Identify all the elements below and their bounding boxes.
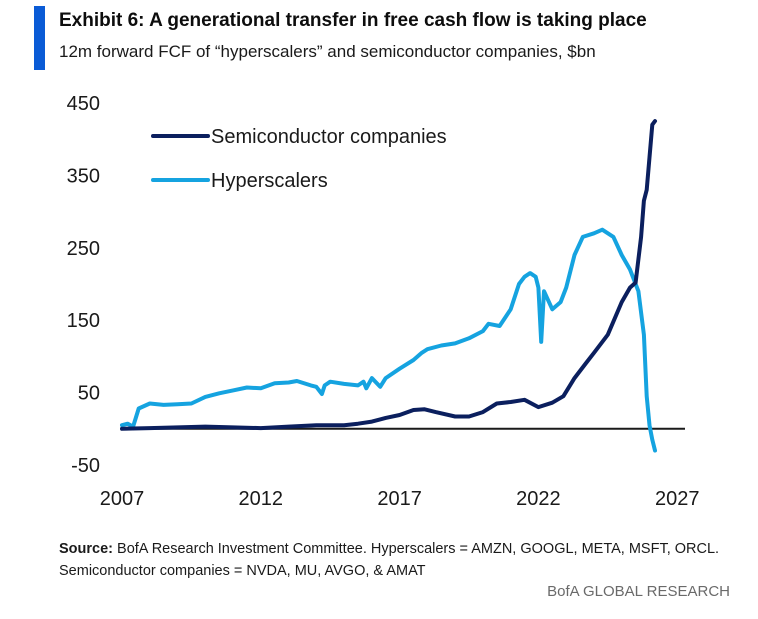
x-tick-label: 2017 [377,488,422,510]
x-tick-label: 2007 [100,488,145,510]
brand-footer: BofA GLOBAL RESEARCH [547,583,730,600]
source-text: BofA Research Investment Committee. Hype… [117,541,720,557]
line-chart: -50 50 150 250 350 450 2007 2012 2017 2022 2027 S… [67,93,700,510]
source-note: Source: BofA Research Investment Committ… [59,538,749,582]
y-tick-label: 350 [67,165,100,187]
y-tick-label: 250 [67,238,100,260]
x-tick-label: 2012 [239,488,284,510]
x-tick-label: 2027 [655,488,700,510]
accent-bar [34,6,45,70]
legend-label: Hyperscalers [211,170,328,192]
chart-subtitle: 12m forward FCF of “hyperscalers” and se… [59,42,596,61]
y-tick-label: -50 [71,455,100,477]
x-axis-tick-labels: 2007 2012 2017 2022 2027 [100,488,700,510]
series-line-semiconductor [120,119,657,431]
legend: Semiconductor companies Hyperscalers [151,126,447,192]
legend-label: Semiconductor companies [211,126,447,148]
y-axis-tick-labels: -50 50 150 250 350 450 [67,93,100,477]
y-tick-label: 50 [78,383,100,405]
x-tick-label: 2022 [516,488,561,510]
y-tick-label: 450 [67,93,100,115]
chart-title: Exhibit 6: A generational transfer in fr… [59,10,647,31]
series-line-hyperscalers [120,227,657,453]
series-layer [120,119,657,453]
source-text-line2: Semiconductor companies = NVDA, MU, AVGO… [59,563,426,579]
y-tick-label: 150 [67,310,100,332]
source-label: Source: [59,541,113,557]
